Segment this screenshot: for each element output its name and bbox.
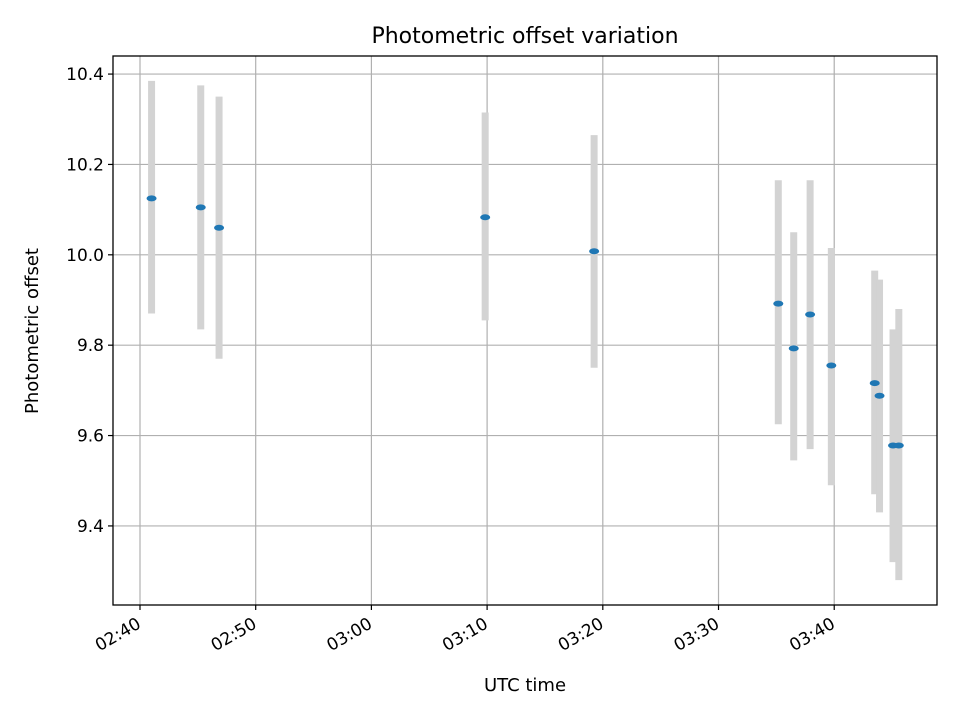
y-axis-ticks: 9.4 9.6 9.8 10.0 10.2 10.4 xyxy=(66,65,113,537)
data-point xyxy=(893,442,904,449)
x-tick-label: 03:00 xyxy=(323,614,375,656)
data-point xyxy=(788,345,799,352)
y-tick-label: 9.6 xyxy=(77,427,104,447)
data-point xyxy=(589,248,600,255)
y-tick-label: 10.4 xyxy=(66,65,104,85)
y-tick-label: 10.0 xyxy=(66,246,104,266)
plot-frame xyxy=(112,55,938,606)
data-point xyxy=(805,311,816,318)
y-tick-label: 9.8 xyxy=(77,336,104,356)
data-point xyxy=(869,380,880,387)
data-point xyxy=(214,224,225,231)
y-axis-label: Photometric offset xyxy=(22,248,43,414)
chart-title: Photometric offset variation xyxy=(371,24,678,49)
grid xyxy=(113,56,937,605)
x-tick-label: 03:40 xyxy=(786,614,838,656)
x-tick-label: 03:10 xyxy=(439,614,491,656)
data-point xyxy=(874,392,885,399)
data-point xyxy=(480,214,491,221)
y-tick-label: 9.4 xyxy=(77,517,104,537)
x-tick-label: 02:40 xyxy=(92,614,144,656)
data-point xyxy=(826,362,837,369)
x-tick-label: 03:30 xyxy=(671,614,723,656)
data-point xyxy=(146,195,157,202)
data-point xyxy=(773,300,784,307)
x-tick-label: 03:20 xyxy=(555,614,607,656)
y-tick-label: 10.2 xyxy=(66,155,104,175)
data-point xyxy=(195,204,206,211)
error-bars xyxy=(148,80,903,581)
x-tick-label: 02:50 xyxy=(208,614,260,656)
x-axis-label: UTC time xyxy=(484,675,566,696)
x-axis-ticks: 02:40 02:50 03:00 03:10 03:20 03:30 03:40 xyxy=(92,605,839,656)
data-points xyxy=(146,195,904,449)
